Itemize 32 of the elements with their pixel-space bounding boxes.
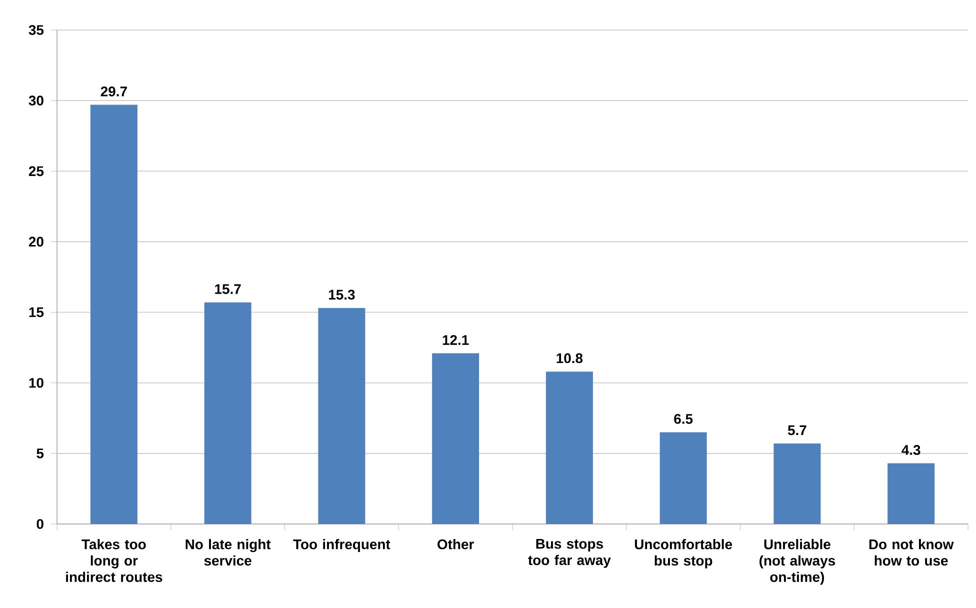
data-label: 5.7 — [788, 425, 806, 436]
data-label: 15.3 — [328, 290, 355, 300]
data-label: 29.7 — [100, 86, 127, 96]
x-tick-label: No late night service — [186, 539, 271, 566]
y-tick-label: 0 — [36, 519, 44, 529]
y-tick-label: 35 — [28, 25, 44, 35]
data-label: 6.5 — [674, 414, 693, 424]
y-tick-label: 30 — [28, 96, 44, 106]
data-label: 12.1 — [442, 335, 469, 345]
x-tick-label: Other — [438, 539, 474, 550]
bar — [774, 444, 821, 524]
bar — [204, 302, 252, 524]
bar — [546, 372, 593, 524]
data-label: 15.7 — [215, 284, 241, 294]
x-tick-label: Do not know how to use — [869, 539, 954, 566]
x-tick-label: Unreliable (not always on-time) — [760, 539, 835, 585]
x-tick-label: Takes too long or indirect routes — [66, 539, 162, 582]
y-tick-label: 25 — [28, 166, 44, 176]
x-tick-label: Too infrequent — [293, 539, 390, 552]
y-tick-label: 15 — [29, 307, 44, 318]
y-tick-label: 5 — [36, 448, 44, 458]
bar — [432, 353, 480, 524]
bar — [888, 463, 935, 524]
y-tick-label: 10 — [29, 378, 44, 388]
x-tick-label: Bus stops too far away — [528, 539, 611, 568]
bar — [90, 104, 138, 524]
data-label: 4.3 — [902, 445, 920, 455]
y-tick-label: 20 — [28, 236, 44, 247]
x-tick-label: Uncomfortable bus stop — [634, 539, 732, 568]
data-label: 10.8 — [556, 353, 583, 364]
bar — [660, 432, 707, 524]
bar — [318, 308, 366, 524]
